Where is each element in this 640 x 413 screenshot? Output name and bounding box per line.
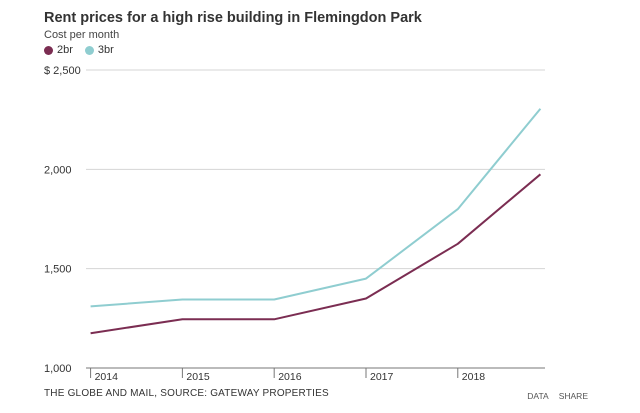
y-tick-label-1000: 1,000	[44, 363, 72, 375]
x-tick-label-2018: 2018	[462, 371, 486, 383]
source-credit: THE GLOBE AND MAIL, SOURCE: GATEWAY PROP…	[44, 388, 329, 399]
x-tick-label-2017: 2017	[370, 371, 394, 383]
series-line-2br	[90, 173, 542, 335]
series-line-3br	[90, 108, 542, 308]
footer-links: DATA SHARE	[527, 391, 588, 401]
x-tick-label-2014: 2014	[95, 371, 119, 383]
share-link[interactable]: SHARE	[558, 391, 588, 401]
legend-label-2br: 2br	[57, 44, 73, 56]
legend: 2br 3br	[44, 44, 114, 56]
chart-title: Rent prices for a high rise building in …	[44, 10, 422, 26]
legend-swatch-3br	[84, 45, 94, 55]
legend-item-3br: 3br	[84, 44, 114, 56]
legend-label-3br: 3br	[97, 44, 114, 56]
y-tick-label-2000: 2,000	[44, 164, 72, 176]
legend-swatch-2br	[44, 45, 53, 55]
y-tick-label-1500: 1,500	[44, 264, 72, 276]
legend-item-2br: 2br	[44, 44, 73, 56]
y-tick-label-2500: $ 2,500	[44, 65, 81, 77]
x-tick-label-2015: 2015	[186, 371, 210, 383]
x-tick-label-2016: 2016	[278, 371, 302, 383]
data-link[interactable]: DATA	[527, 391, 549, 401]
chart-subtitle: Cost per month	[44, 29, 120, 41]
